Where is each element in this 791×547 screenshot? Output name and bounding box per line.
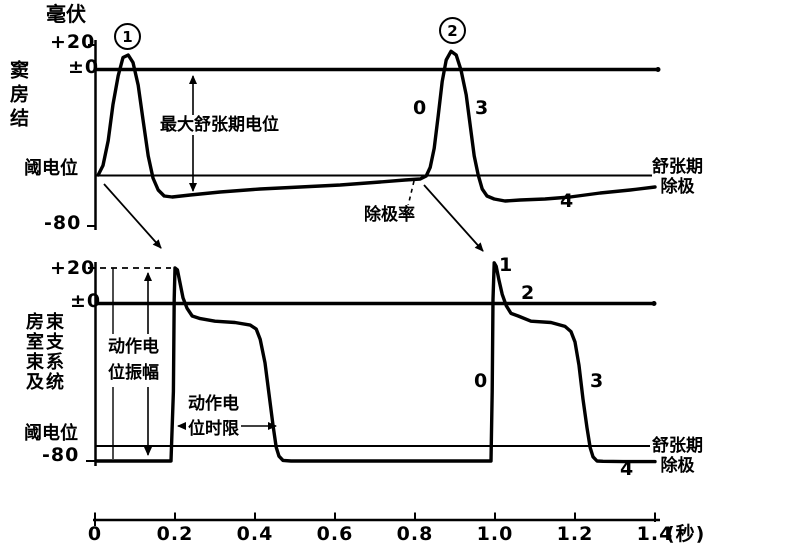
top-panel-axes xyxy=(87,40,658,230)
top-diastolic-depolarization-label: 舒张期 除极 xyxy=(652,157,703,198)
top-threshold-label: 阈电位 xyxy=(24,158,78,179)
top-zero-line-end-dot xyxy=(655,67,661,72)
amplitude-label-line1: 动作电 xyxy=(108,337,159,357)
action-potential-amplitude-label: 动作电 位振幅 xyxy=(106,334,161,387)
x-axis-unit-label: (秒) xyxy=(666,523,706,545)
bottom-threshold-label: 阈电位 xyxy=(24,423,78,444)
bottom-diastolic-depolarization-line1: 舒张期 xyxy=(652,436,703,456)
xtick-0_4: 0.4 xyxy=(236,523,274,545)
conduction-arrow-ap1 xyxy=(103,183,162,249)
bottom-ytick-minus80: -80 xyxy=(42,444,80,466)
conduction-arrow-ap2 xyxy=(423,184,484,252)
ap1-circled-number: 1 xyxy=(114,23,141,50)
xtick-0_2: 0.2 xyxy=(156,523,194,545)
top-trace-name-label: 窦房结 xyxy=(7,60,29,132)
bottom-trace-name-col2: 束支系统 xyxy=(43,312,64,392)
top-diastolic-depolarization-line1: 舒张期 xyxy=(652,157,703,177)
sinus-node-trace xyxy=(96,49,657,203)
xtick-0_8: 0.8 xyxy=(396,523,434,545)
bottom-trace-name-label: 房室束及 束支系统 xyxy=(23,312,64,392)
top-phase0-label: 0 xyxy=(413,97,428,119)
bottom-diastolic-depolarization-line2: 除极 xyxy=(660,456,695,477)
bottom-zero-line-end-dot xyxy=(651,301,657,306)
bottom-diastolic-depolarization-label: 舒张期 除极 xyxy=(652,436,703,477)
duration-label-line1: 动作电 xyxy=(188,394,239,414)
top-ytick-minus80: -80 xyxy=(44,212,82,234)
depolarization-rate-leader-line xyxy=(407,180,415,207)
top-ytick-plus20: +20 xyxy=(50,31,96,53)
amplitude-label-line2: 位振幅 xyxy=(108,363,159,384)
bottom-phase4-label: 4 xyxy=(620,458,635,480)
xtick-1_2: 1.2 xyxy=(556,523,594,545)
bottom-phase0-label: 0 xyxy=(474,370,489,392)
bundle-system-trace xyxy=(95,261,657,464)
top-phase3-label: 3 xyxy=(475,97,490,119)
x-axis xyxy=(93,512,660,526)
ap2-circled-number: 2 xyxy=(439,17,466,44)
top-ytick-zero: ±0 xyxy=(68,56,100,78)
xtick-0: 0 xyxy=(87,523,103,545)
duration-label-line2: 位时限 xyxy=(186,416,241,442)
bottom-phase1-label: 1 xyxy=(499,254,514,276)
max-diastolic-potential-label: 最大舒张期电位 xyxy=(158,115,281,136)
bottom-phase3-label: 3 xyxy=(590,370,605,392)
depolarization-rate-label: 除极率 xyxy=(362,205,417,226)
bottom-phase2-label: 2 xyxy=(521,282,536,304)
bottom-ytick-zero: ±0 xyxy=(70,290,102,312)
y-axis-unit-label: 毫伏 xyxy=(46,2,86,26)
xtick-0_6: 0.6 xyxy=(316,523,354,545)
bottom-panel-axes xyxy=(86,262,654,466)
bottom-ytick-plus20: +20 xyxy=(50,257,96,279)
top-phase4-label: 4 xyxy=(560,190,575,212)
xtick-1_4: 1.4 xyxy=(636,523,674,545)
xtick-1_0: 1.0 xyxy=(476,523,514,545)
action-potential-duration-label: 动作电 位时限 xyxy=(186,392,241,442)
top-diastolic-depolarization-line2: 除极 xyxy=(660,177,695,198)
bottom-trace-name-col1: 房室束及 xyxy=(23,312,44,392)
